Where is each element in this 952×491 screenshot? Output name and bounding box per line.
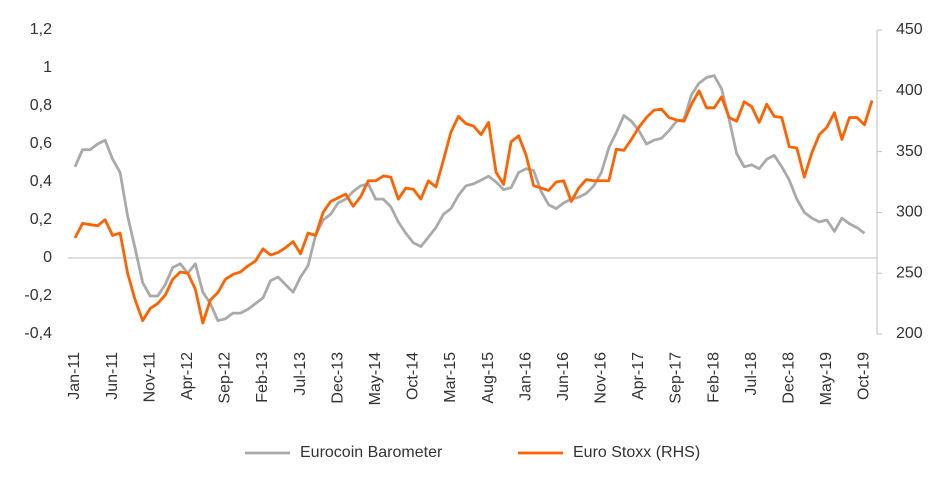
x-tick-label: Jul-13	[292, 352, 309, 396]
x-tick-label: Jul-18	[743, 352, 760, 396]
x-tick-label: May-14	[367, 352, 384, 405]
series-line	[73, 89, 874, 325]
y2-tick-label: 200	[896, 325, 923, 342]
x-tick-label: Feb-13	[254, 352, 271, 403]
x-tick-label: Apr-12	[179, 352, 196, 400]
y-tick-label: 1,2	[30, 21, 52, 38]
x-tick-label: Apr-17	[630, 352, 647, 400]
y2-tick-label: 350	[896, 143, 923, 160]
y-tick-label: 0,8	[30, 97, 52, 114]
x-tick-label: Mar-15	[442, 352, 459, 403]
y-tick-label: -0,2	[24, 287, 52, 304]
x-tick-label: Jan-11	[66, 352, 83, 400]
x-tick-label: Nov-11	[141, 352, 158, 402]
x-tick-label: Aug-15	[480, 352, 497, 404]
y-tick-label: 1	[43, 59, 52, 76]
x-tick-label: Sep-12	[217, 352, 234, 404]
y2-tick-label: 400	[896, 82, 923, 99]
y-tick-label: -0,4	[24, 325, 52, 342]
y-tick-label: 0	[43, 249, 52, 266]
y-tick-label: 0,6	[30, 135, 52, 152]
x-tick-label: Jun-11	[104, 352, 121, 400]
x-tick-label: May-19	[818, 352, 835, 405]
y2-tick-label: 250	[896, 264, 923, 281]
legend-label: Eurocoin Barometer	[300, 444, 443, 461]
y-tick-label: 0,2	[30, 211, 52, 228]
x-tick-label: Sep-17	[668, 352, 685, 404]
x-tick-label: Dec-13	[329, 352, 346, 404]
y2-tick-label: 300	[896, 204, 923, 221]
x-tick-label: Jan-16	[517, 352, 534, 401]
x-tick-label: Feb-18	[705, 352, 722, 403]
x-tick-label: Oct-14	[405, 352, 422, 400]
y2-tick-label: 450	[896, 21, 923, 38]
x-tick-label: Oct-19	[856, 352, 873, 400]
series-line	[73, 74, 866, 323]
x-tick-label: Nov-16	[593, 352, 610, 404]
legend-label: Euro Stoxx (RHS)	[573, 444, 700, 461]
x-tick-label: Dec-18	[781, 352, 798, 404]
y-tick-label: 0,4	[30, 173, 52, 190]
x-tick-label: Jun-16	[555, 352, 572, 401]
